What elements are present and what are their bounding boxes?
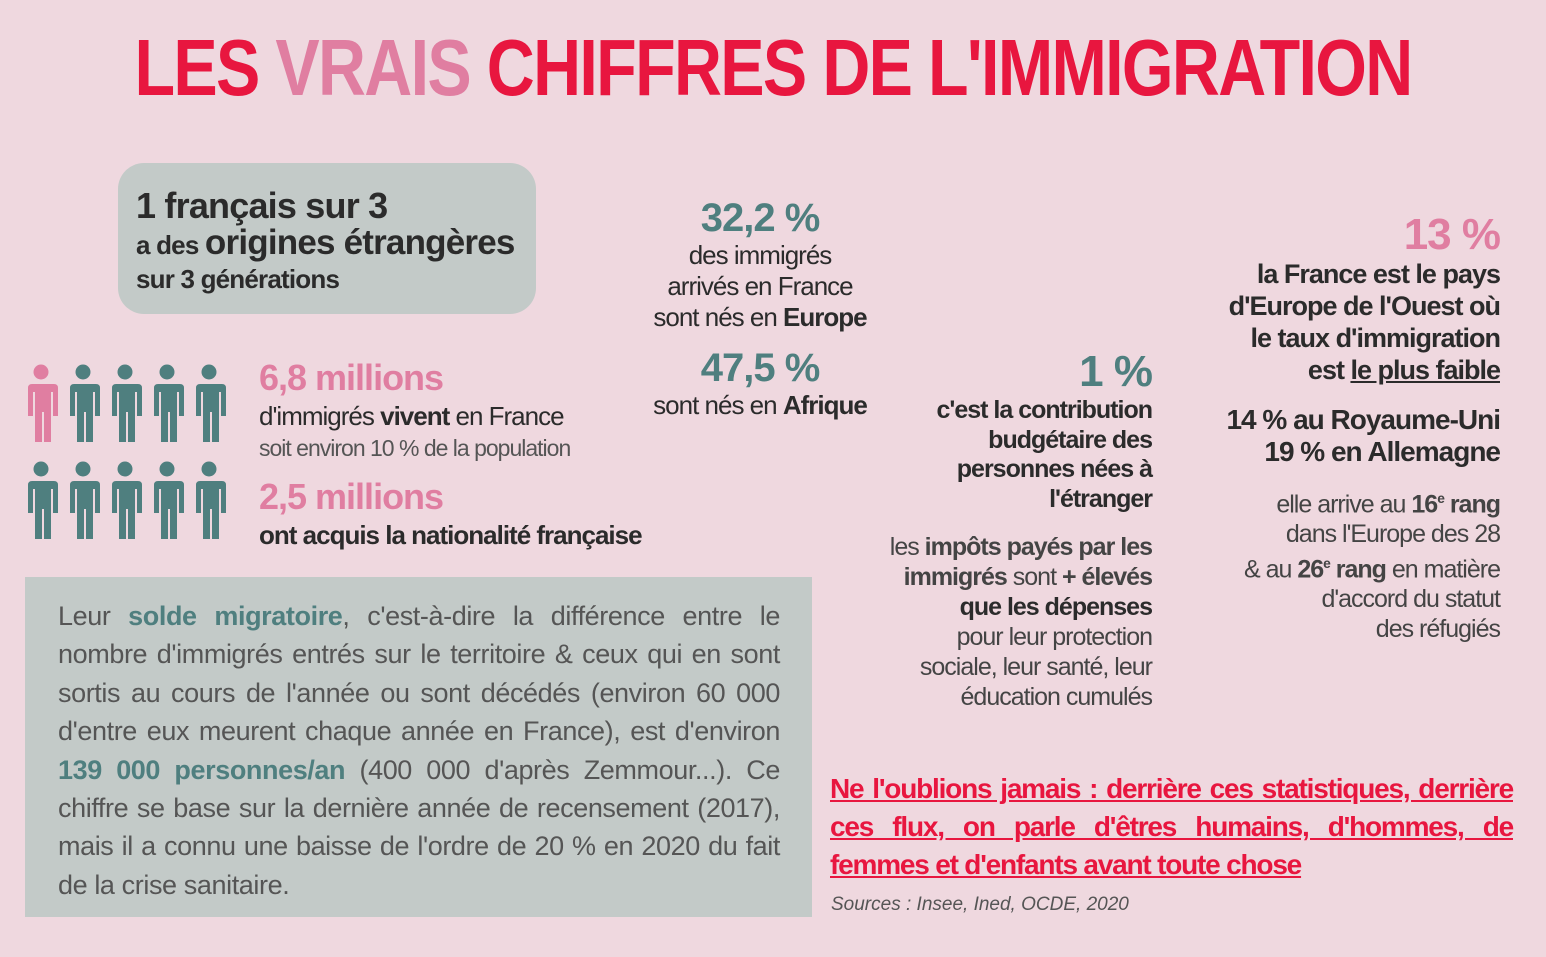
stat-africa: 47,5 % sont nés en Afrique xyxy=(620,346,900,421)
stat-emphasis: 16 xyxy=(1411,490,1438,519)
stat-text: & au xyxy=(1243,555,1298,584)
stat-text: sociale, leur santé, leur xyxy=(919,653,1153,681)
stat-emphasis: que les dépenses xyxy=(959,593,1153,621)
stat-value: 13 % xyxy=(1403,210,1501,259)
paragraph-emphasis: 139 000 personnes/an xyxy=(58,754,346,785)
person-icon xyxy=(70,461,100,539)
stat-value: 47,5 % xyxy=(700,346,821,390)
stat-uk: 14 % au Royaume-Uni xyxy=(1226,404,1501,435)
stat-text: en France xyxy=(449,401,564,431)
page-title: LES VRAIS CHIFFRES DE L'IMMIGRATION xyxy=(131,22,1414,114)
stat-text: personnes nées à xyxy=(956,455,1153,483)
paragraph-text: Leur xyxy=(58,601,129,631)
stat-emphasis: impôts payés par les xyxy=(924,533,1153,561)
title-part: LES xyxy=(134,23,276,112)
person-icon xyxy=(154,364,184,442)
card-emphasis: origines étrangères xyxy=(204,223,515,262)
stat-text: dans l'Europe des 28 xyxy=(1285,519,1501,548)
paragraph-emphasis: solde migratoire xyxy=(128,601,343,631)
stat-text: elle arrive au xyxy=(1276,490,1412,519)
stat-text: l'étranger xyxy=(1049,484,1153,513)
paragraph-text: , c'est-à-dire la différence entre le no… xyxy=(58,601,781,747)
stat-text: c'est la contribution xyxy=(936,396,1153,424)
stat-rate: 13 % la France est le pays d'Europe de l… xyxy=(1150,210,1501,644)
stat-emphasis: immigrés xyxy=(903,563,1008,591)
stat-subtext: soit environ 10 % de la population xyxy=(259,435,571,461)
stat-text: arrivés en France xyxy=(667,271,853,301)
stat-text: en matière xyxy=(1385,555,1501,584)
stat-emphasis: vivent xyxy=(380,401,450,431)
stat-europe: 32,2 % des immigrés arrivés en France so… xyxy=(620,196,900,333)
stat-value: 1 % xyxy=(1079,347,1153,396)
stat-emphasis: le plus faible xyxy=(1350,355,1501,385)
stat-text: ont acquis la nationalité française xyxy=(259,520,643,550)
stat-emphasis: Europe xyxy=(783,302,868,332)
person-icon xyxy=(70,364,100,442)
stat-text: pour leur protection xyxy=(956,623,1153,651)
stat-value: 32,2 % xyxy=(700,196,821,240)
sources: Sources : Insee, Ined, OCDE, 2020 xyxy=(831,894,1129,915)
stat-text: sont nés en xyxy=(653,390,783,420)
card-text: a des xyxy=(136,230,205,260)
stat-text: des immigrés xyxy=(688,240,833,270)
superscript: e xyxy=(1437,491,1445,506)
stat-emphasis: + élevés xyxy=(1061,563,1153,591)
stat-text: la France est le pays xyxy=(1256,259,1501,289)
person-icon xyxy=(196,461,226,539)
stat-text: budgétaire des xyxy=(988,425,1153,454)
card-text: sur 3 générations xyxy=(136,264,340,294)
card-headline: 1 français sur 3 xyxy=(136,185,388,226)
person-icon xyxy=(28,364,58,442)
title-part: CHIFFRES DE L'IMMIGRATION xyxy=(470,23,1413,112)
stat-value: 2,5 millions xyxy=(259,476,444,517)
closing-message: Ne l'oublions jamais : derrière ces stat… xyxy=(830,773,1514,880)
person-icon xyxy=(112,461,142,539)
stat-text: le taux d'immigration xyxy=(1250,323,1501,353)
stat-text: les xyxy=(889,533,925,561)
stat-value: 6,8 millions xyxy=(259,357,444,398)
people-pictogram xyxy=(28,364,226,539)
person-icon xyxy=(112,364,142,442)
stat-text: sont nés en xyxy=(653,302,784,332)
stat-emphasis: rang xyxy=(1329,555,1387,584)
person-icon xyxy=(196,364,226,442)
stat-immigrants: 6,8 millions d'immigrés vivent en France… xyxy=(259,357,571,462)
stat-emphasis: rang xyxy=(1443,490,1501,519)
stat-text: des réfugiés xyxy=(1375,614,1501,643)
person-icon xyxy=(154,461,184,539)
stat-text: éducation cumulés xyxy=(960,683,1153,711)
stat-text: sont xyxy=(1006,563,1062,591)
stat-text: est xyxy=(1307,355,1351,385)
superscript: e xyxy=(1323,556,1331,572)
origins-card: 1 français sur 3 a des origines étrangèr… xyxy=(118,163,536,314)
stat-emphasis: Afrique xyxy=(782,390,868,420)
stat-text: d'accord du statut xyxy=(1321,585,1501,614)
stat-text: d'Europe de l'Ouest où xyxy=(1228,291,1501,321)
paragraph-text: (400 000 d'après Zemmour...). Ce chiffre… xyxy=(58,754,780,900)
person-icon xyxy=(28,461,58,539)
stat-budget: 1 % c'est la contribution budgétaire des… xyxy=(852,347,1153,712)
stat-germany: 19 % en Allemagne xyxy=(1264,436,1501,467)
stat-nationality: 2,5 millions ont acquis la nationalité f… xyxy=(259,476,643,553)
stat-text: d'immigrés xyxy=(259,401,381,431)
migration-balance-paragraph: Leur solde migratoire, c'est-à-dire la d… xyxy=(25,577,812,917)
stat-emphasis: 26 xyxy=(1297,555,1324,584)
title-highlight: VRAIS xyxy=(275,23,471,112)
